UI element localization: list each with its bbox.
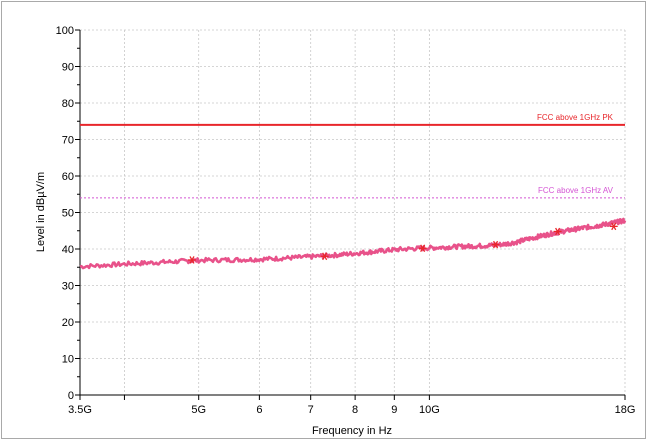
y-tick-label: 10 (62, 354, 74, 366)
y-tick-label: 90 (62, 62, 74, 74)
y-tick-label: 40 (62, 244, 74, 256)
x-tick-label: 9 (391, 404, 397, 416)
peak-marker (553, 227, 562, 236)
series-line (79, 217, 627, 270)
limit-line-label: FCC above 1GHz AV (538, 186, 614, 195)
peak-marker (491, 240, 500, 249)
y-tick-label: 50 (62, 208, 74, 220)
markers-layer (187, 222, 618, 264)
y-tick-label: 80 (62, 98, 74, 110)
y-tick-label: 30 (62, 281, 74, 293)
x-tick-label: 3.5G (68, 404, 92, 416)
tick-labels: 0 10 20 30 40 50 60 70 80 90 100 3.5G 5G 6 7 8 9 10G 18G (56, 25, 636, 416)
peak-marker (187, 256, 196, 264)
axes (75, 29, 626, 400)
limit-lines: FCC above 1GHz PK FCC above 1GHz AV (80, 113, 625, 199)
limit-line-label: FCC above 1GHz PK (537, 113, 614, 122)
x-tick-label: 6 (256, 404, 262, 416)
x-tick-label: 10G (419, 404, 440, 416)
y-tick-label: 100 (56, 25, 74, 37)
y-tick-label: 0 (68, 390, 74, 402)
series-layer (79, 217, 627, 270)
peak-marker (320, 252, 329, 261)
x-tick-label: 18G (615, 404, 636, 416)
y-tick-label: 20 (62, 317, 74, 329)
x-tick-label: 5G (191, 404, 206, 416)
x-tick-label: 7 (308, 404, 314, 416)
y-axis-title: Level in dBµV/m (35, 172, 47, 252)
peak-marker (418, 244, 427, 253)
y-tick-label: 60 (62, 171, 74, 183)
y-tick-label: 70 (62, 135, 74, 147)
x-axis-title: Frequency in Hz (312, 425, 392, 437)
peak-marker (609, 222, 618, 231)
x-tick-label: 8 (352, 404, 358, 416)
